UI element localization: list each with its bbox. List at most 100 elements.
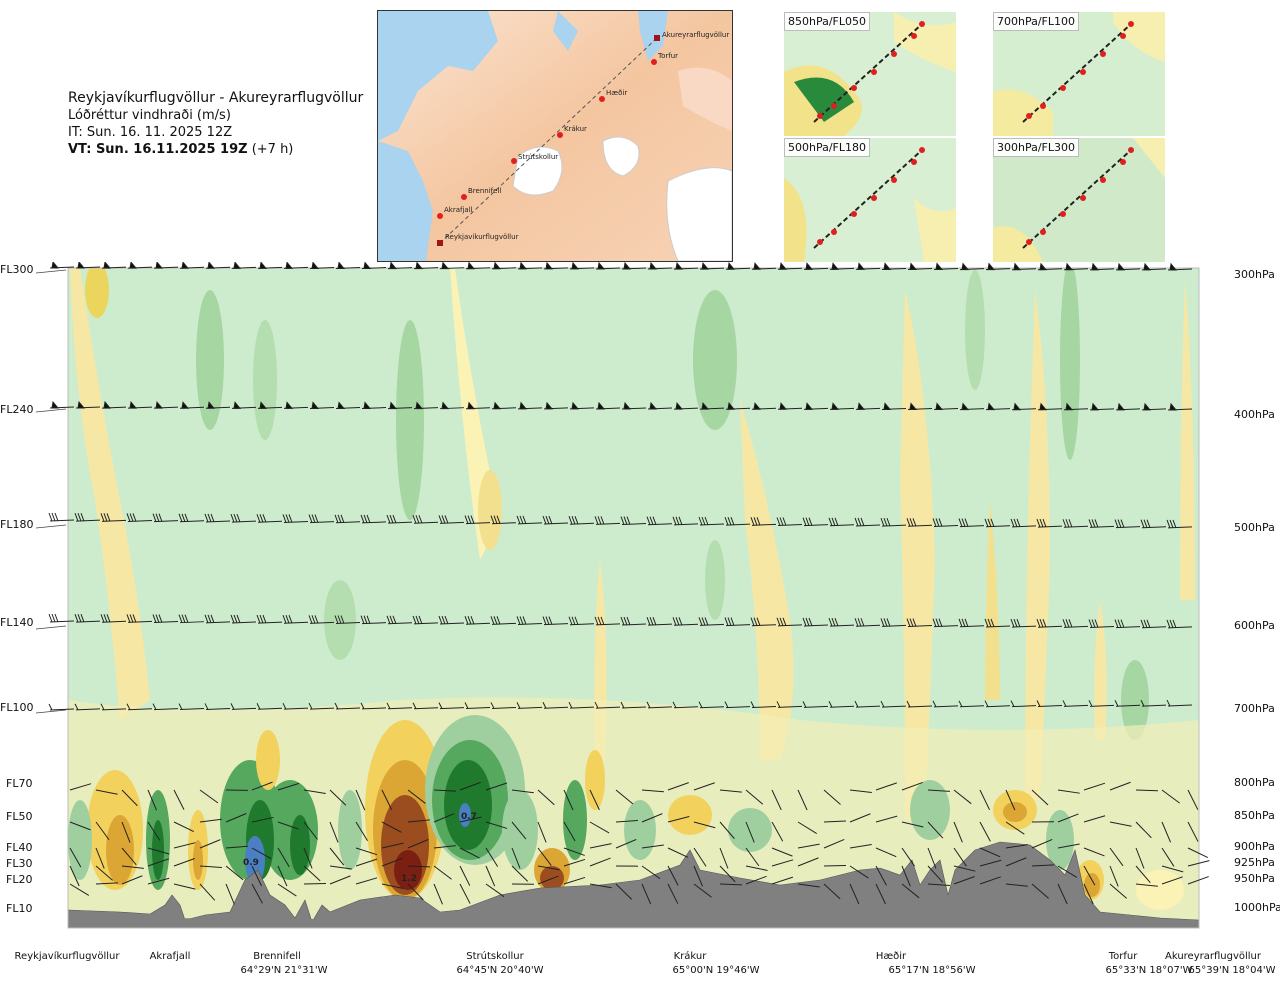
wind-barb xyxy=(121,875,143,885)
wind-barb xyxy=(641,813,663,823)
wind-barb xyxy=(875,883,886,905)
wind-barb-feather xyxy=(285,615,290,624)
wind-barb-feather xyxy=(672,617,677,626)
wind-barb-feather xyxy=(626,516,631,525)
wind-barb xyxy=(1005,857,1027,867)
wind-barb xyxy=(875,815,898,823)
wind-barb xyxy=(439,521,465,524)
wind-barb-flag xyxy=(623,401,632,410)
wind-barb-feather xyxy=(857,618,862,627)
wind-barb xyxy=(979,847,1001,858)
wind-barb-feather xyxy=(106,614,111,623)
wind-barb xyxy=(1167,704,1193,707)
wind-barb-feather xyxy=(100,614,105,623)
wind-barb-feather xyxy=(256,614,261,624)
wind-barb-flag xyxy=(805,262,814,270)
wind-barb-feather xyxy=(366,514,371,524)
wind-barb xyxy=(433,883,443,905)
wind-barb-feather xyxy=(1114,700,1119,707)
level-500hpa: 500hPa xyxy=(1234,521,1275,534)
wind-barb-flag xyxy=(415,262,424,270)
wind-barb-feather xyxy=(574,516,579,525)
wind-barb xyxy=(797,821,817,834)
wind-barb-feather xyxy=(152,703,157,710)
wind-barb-feather xyxy=(646,701,651,709)
wind-barb xyxy=(751,706,777,709)
wind-barb-feather xyxy=(392,514,397,524)
wind-barb-feather xyxy=(308,514,313,523)
wind-barb-flag xyxy=(779,402,788,410)
wind-barb xyxy=(589,857,611,867)
wind-barb-feather xyxy=(1146,619,1151,628)
location-brennifell: Brennifell xyxy=(253,951,301,962)
wind-barb-feather xyxy=(776,701,781,708)
wind-barb xyxy=(589,821,610,834)
wind-barb-flag xyxy=(233,401,242,409)
wind-barb-feather xyxy=(386,514,391,524)
wind-barb-flag xyxy=(883,262,892,270)
wind-barb xyxy=(205,520,231,523)
wind-barb xyxy=(933,705,959,708)
wind-barb xyxy=(407,819,430,823)
wind-barb-feather xyxy=(1036,518,1041,528)
wind-barb xyxy=(907,625,933,628)
wind-barb-feather xyxy=(857,517,862,527)
wind-barb-feather xyxy=(74,613,79,623)
wind-barb-feather xyxy=(568,701,573,709)
wind-barb xyxy=(69,865,80,887)
wind-barb xyxy=(277,782,300,791)
wind-barb xyxy=(387,707,413,710)
wind-barb xyxy=(361,521,387,524)
wind-barb xyxy=(673,623,699,626)
wind-barb-feather xyxy=(230,513,235,523)
wind-barb xyxy=(771,789,782,811)
wind-barb-feather xyxy=(805,617,810,627)
wind-barb xyxy=(69,847,82,868)
wind-barb-feather xyxy=(1172,619,1177,629)
wind-barb xyxy=(1135,865,1151,884)
wind-barb-feather xyxy=(184,614,189,623)
wind-barb-feather xyxy=(1140,519,1145,528)
wind-barb xyxy=(563,789,574,811)
wind-barb-feather xyxy=(256,514,261,523)
wind-barb-flag xyxy=(831,402,840,410)
wind-barb xyxy=(1011,705,1037,708)
wind-barb-feather xyxy=(854,618,859,627)
wind-barb xyxy=(1109,821,1132,827)
wind-barb-feather xyxy=(542,515,547,525)
wind-barb-flag xyxy=(1013,262,1022,271)
wind-barb xyxy=(381,789,393,810)
wind-barb xyxy=(491,706,517,709)
level-800hpa: 800hPa xyxy=(1234,776,1275,789)
wind-barb xyxy=(277,883,297,897)
wind-barb xyxy=(745,821,755,843)
wind-barb xyxy=(725,706,751,709)
wind-barb-feather xyxy=(178,614,183,623)
wind-barb-feather xyxy=(1065,619,1070,628)
wind-barb xyxy=(433,789,456,792)
wind-barb xyxy=(745,875,767,885)
wind-barb-flag xyxy=(623,262,632,270)
wind-barb xyxy=(595,522,621,525)
wind-barb-feather xyxy=(698,516,703,526)
wind-barb xyxy=(329,847,345,866)
wind-barb xyxy=(75,519,101,522)
wind-barb-feather xyxy=(181,614,186,623)
wind-barb xyxy=(335,521,361,524)
wind-barb xyxy=(537,875,559,885)
wind-barb xyxy=(355,847,378,856)
wind-barb-feather xyxy=(132,614,137,623)
wind-barb-feather xyxy=(880,517,885,527)
wind-barb-feather xyxy=(906,518,911,527)
wind-barb xyxy=(69,883,90,896)
wind-barb-feather xyxy=(672,701,677,709)
wind-barb xyxy=(147,821,161,841)
wind-barb xyxy=(875,847,897,858)
wind-barb xyxy=(303,821,318,840)
wind-barb xyxy=(1005,789,1016,811)
wind-barb-feather xyxy=(259,514,264,523)
wind-barb-feather xyxy=(802,517,807,526)
wind-barb xyxy=(621,523,647,526)
wind-barb xyxy=(1063,525,1089,528)
location-akureyrarflugvollur: Akureyrarflugvöllur xyxy=(1164,951,1262,962)
